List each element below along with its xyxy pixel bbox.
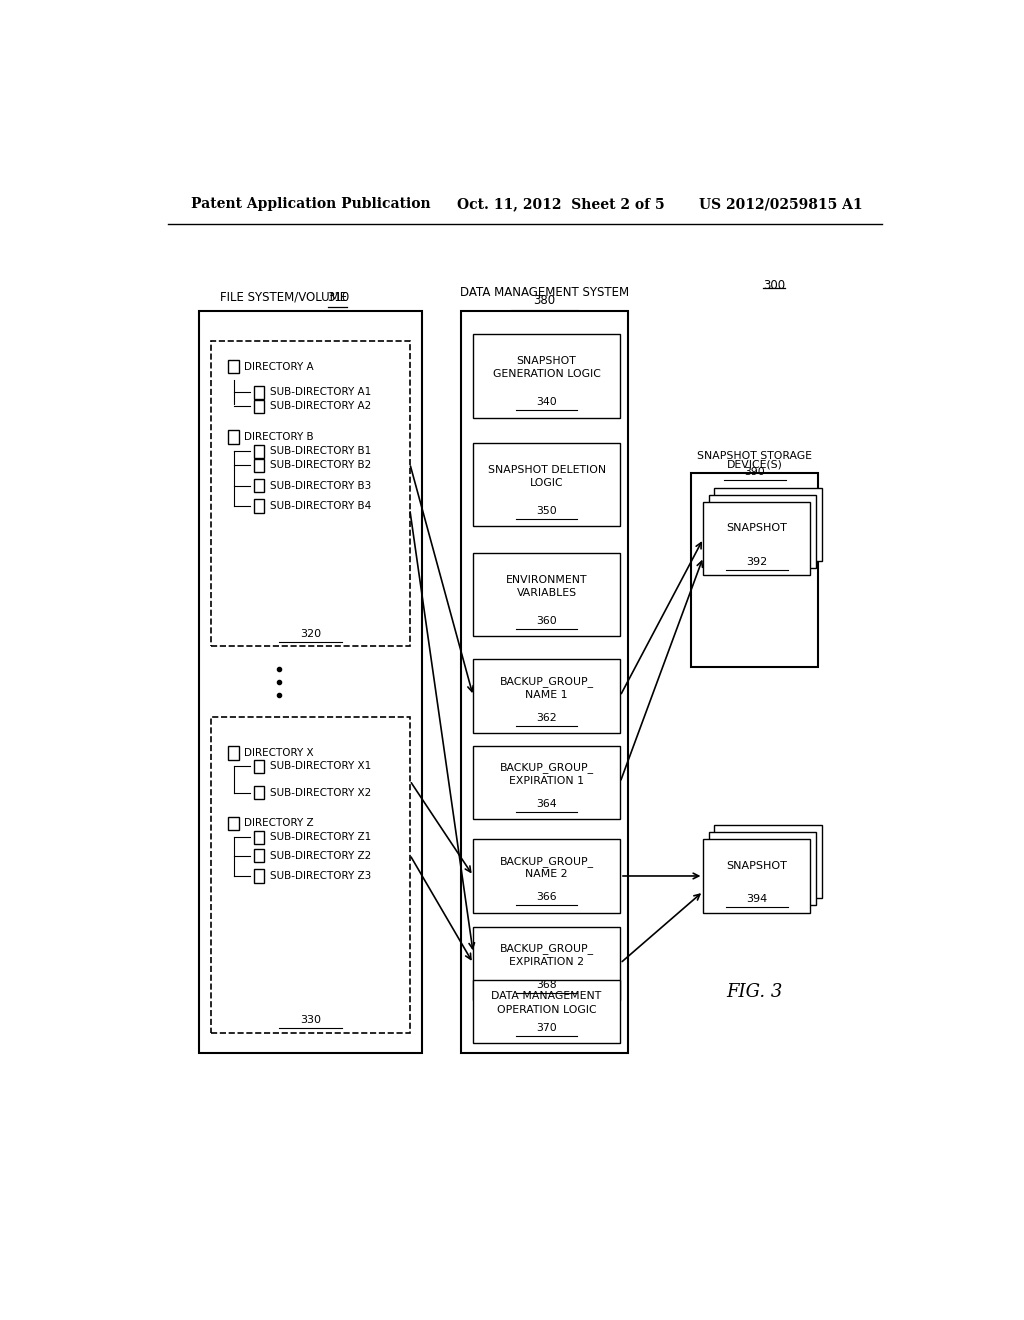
Text: VARIABLES: VARIABLES [516, 587, 577, 598]
Text: LOGIC: LOGIC [529, 478, 563, 488]
FancyBboxPatch shape [254, 479, 264, 492]
Text: 394: 394 [746, 895, 768, 904]
FancyBboxPatch shape [473, 927, 620, 1001]
FancyBboxPatch shape [473, 660, 620, 733]
FancyBboxPatch shape [228, 817, 239, 830]
Text: DIRECTORY B: DIRECTORY B [245, 432, 314, 442]
FancyBboxPatch shape [211, 342, 410, 647]
Text: Patent Application Publication: Patent Application Publication [191, 197, 431, 211]
Text: BACKUP_GROUP_: BACKUP_GROUP_ [500, 855, 594, 867]
FancyBboxPatch shape [211, 718, 410, 1032]
FancyBboxPatch shape [254, 445, 264, 458]
FancyBboxPatch shape [473, 444, 620, 527]
Text: 390: 390 [744, 466, 765, 477]
Text: US 2012/0259815 A1: US 2012/0259815 A1 [699, 197, 863, 211]
Text: SUB-DIRECTORY X1: SUB-DIRECTORY X1 [269, 762, 371, 771]
FancyBboxPatch shape [473, 746, 620, 818]
FancyBboxPatch shape [200, 312, 422, 1053]
Text: DATA MANAGEMENT: DATA MANAGEMENT [492, 991, 602, 1002]
FancyBboxPatch shape [473, 334, 620, 417]
FancyBboxPatch shape [254, 499, 264, 512]
Text: 360: 360 [537, 616, 557, 626]
FancyBboxPatch shape [473, 979, 620, 1043]
FancyBboxPatch shape [254, 849, 264, 862]
Text: 340: 340 [537, 397, 557, 408]
FancyBboxPatch shape [715, 825, 821, 899]
Text: 370: 370 [537, 1023, 557, 1032]
Text: SUB-DIRECTORY X2: SUB-DIRECTORY X2 [269, 788, 371, 797]
Text: SUB-DIRECTORY B2: SUB-DIRECTORY B2 [269, 461, 371, 470]
FancyBboxPatch shape [254, 759, 264, 772]
Text: 380: 380 [534, 294, 556, 306]
Text: SNAPSHOT: SNAPSHOT [517, 356, 577, 366]
Text: FIG. 3: FIG. 3 [727, 983, 783, 1001]
Text: BACKUP_GROUP_: BACKUP_GROUP_ [500, 676, 594, 686]
FancyBboxPatch shape [254, 785, 264, 799]
Text: FILE SYSTEM/VOLUME: FILE SYSTEM/VOLUME [220, 290, 347, 304]
FancyBboxPatch shape [715, 487, 821, 561]
Text: 320: 320 [300, 630, 322, 639]
Text: 366: 366 [537, 892, 557, 903]
Text: SUB-DIRECTORY B1: SUB-DIRECTORY B1 [269, 446, 371, 457]
FancyBboxPatch shape [254, 830, 264, 843]
Text: SUB-DIRECTORY A2: SUB-DIRECTORY A2 [269, 401, 371, 412]
Text: SNAPSHOT: SNAPSHOT [726, 861, 787, 871]
FancyBboxPatch shape [254, 459, 264, 473]
FancyBboxPatch shape [473, 553, 620, 636]
Text: 368: 368 [537, 979, 557, 990]
Text: 364: 364 [537, 799, 557, 809]
Text: 362: 362 [537, 713, 557, 722]
Text: EXPIRATION 1: EXPIRATION 1 [509, 776, 584, 785]
Text: EXPIRATION 2: EXPIRATION 2 [509, 957, 584, 966]
Text: ENVIRONMENT: ENVIRONMENT [506, 574, 588, 585]
Text: DATA MANAGEMENT SYSTEM: DATA MANAGEMENT SYSTEM [460, 285, 629, 298]
Text: NAME 1: NAME 1 [525, 689, 568, 700]
FancyBboxPatch shape [473, 840, 620, 912]
Text: BACKUP_GROUP_: BACKUP_GROUP_ [500, 762, 594, 774]
Text: DEVICE(S): DEVICE(S) [727, 459, 783, 470]
Text: SUB-DIRECTORY Z1: SUB-DIRECTORY Z1 [269, 833, 371, 842]
Text: 350: 350 [537, 506, 557, 516]
FancyBboxPatch shape [228, 430, 239, 444]
FancyBboxPatch shape [228, 360, 239, 374]
FancyBboxPatch shape [228, 746, 239, 759]
Text: SUB-DIRECTORY A1: SUB-DIRECTORY A1 [269, 387, 371, 397]
Text: SUB-DIRECTORY B3: SUB-DIRECTORY B3 [269, 480, 371, 491]
FancyBboxPatch shape [703, 502, 811, 576]
Text: DIRECTORY A: DIRECTORY A [245, 362, 314, 372]
FancyBboxPatch shape [703, 840, 811, 912]
Text: SUB-DIRECTORY Z2: SUB-DIRECTORY Z2 [269, 850, 371, 861]
Text: SNAPSHOT: SNAPSHOT [726, 523, 787, 533]
FancyBboxPatch shape [254, 400, 264, 413]
FancyBboxPatch shape [254, 385, 264, 399]
Text: SUB-DIRECTORY B4: SUB-DIRECTORY B4 [269, 502, 371, 511]
Text: 310: 310 [328, 290, 350, 304]
Text: 300: 300 [763, 279, 785, 292]
Text: Oct. 11, 2012  Sheet 2 of 5: Oct. 11, 2012 Sheet 2 of 5 [458, 197, 665, 211]
Text: DIRECTORY X: DIRECTORY X [245, 748, 314, 758]
Text: OPERATION LOGIC: OPERATION LOGIC [497, 1005, 596, 1015]
Text: BACKUP_GROUP_: BACKUP_GROUP_ [500, 944, 594, 954]
FancyBboxPatch shape [461, 312, 628, 1053]
Text: SUB-DIRECTORY Z3: SUB-DIRECTORY Z3 [269, 871, 371, 880]
Text: SNAPSHOT DELETION: SNAPSHOT DELETION [487, 465, 605, 475]
Text: 330: 330 [300, 1015, 322, 1026]
FancyBboxPatch shape [709, 495, 816, 568]
Text: NAME 2: NAME 2 [525, 870, 568, 879]
Text: SNAPSHOT STORAGE: SNAPSHOT STORAGE [697, 451, 812, 461]
Text: 392: 392 [746, 557, 768, 568]
FancyBboxPatch shape [709, 833, 816, 906]
FancyBboxPatch shape [691, 474, 818, 667]
Text: GENERATION LOGIC: GENERATION LOGIC [493, 370, 600, 379]
FancyBboxPatch shape [254, 870, 264, 883]
Text: DIRECTORY Z: DIRECTORY Z [245, 818, 314, 828]
